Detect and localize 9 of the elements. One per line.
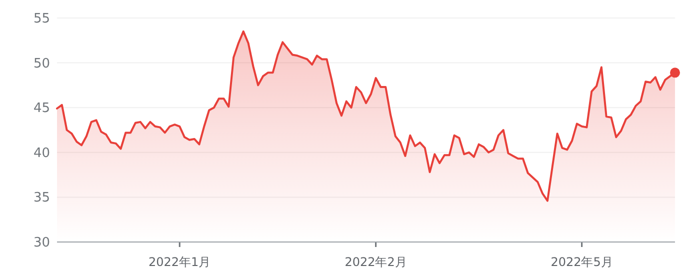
y-tick-label: 55 bbox=[33, 12, 50, 26]
y-tick-label: 50 bbox=[33, 56, 50, 72]
y-tick-label: 30 bbox=[33, 236, 50, 250]
x-tick-label: 2022年5月 bbox=[550, 255, 613, 269]
y-tick-label: 45 bbox=[33, 101, 50, 116]
y-tick-label: 35 bbox=[33, 190, 50, 206]
x-tick-label: 2022年2月 bbox=[344, 255, 407, 269]
y-tick-label: 40 bbox=[33, 146, 50, 161]
x-tick-label: 2022年1月 bbox=[148, 255, 211, 269]
